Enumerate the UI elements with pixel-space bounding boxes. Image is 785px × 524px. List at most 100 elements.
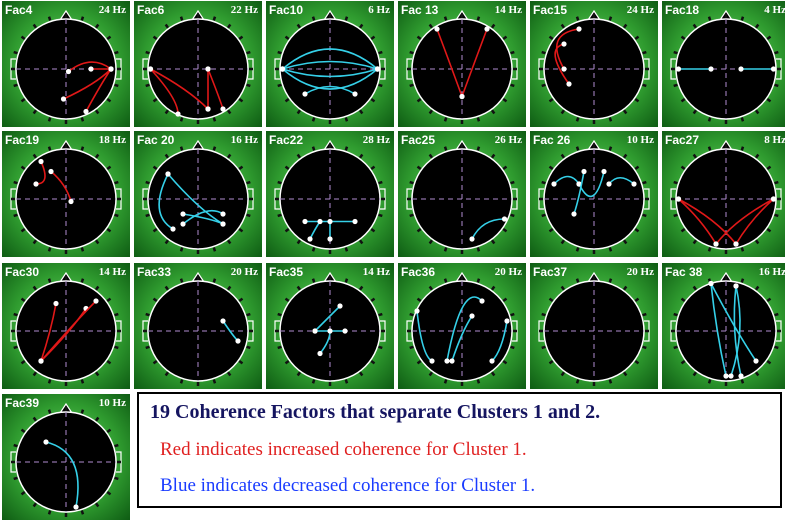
rim-tick [296,371,302,377]
frequency-label: 8 Hz [764,134,785,146]
rim-tick [378,345,383,350]
electrode [312,328,318,334]
electrode [60,96,67,102]
rim-tick [47,146,52,151]
rim-tick [284,97,290,103]
electrode [561,66,567,72]
rim-tick [378,312,383,317]
rim-tick [358,371,364,377]
rim-tick [145,345,150,350]
electrode [73,504,79,510]
rim-tick [296,285,302,291]
rim-tick [212,117,217,122]
rim-tick [358,109,364,115]
rim-tick [32,502,38,508]
rim-tick [541,213,546,218]
electrode [770,196,777,202]
connection [677,198,717,245]
connection [158,173,174,230]
frequency-label: 16 Hz [759,266,785,278]
rim-tick [277,213,282,218]
electrode [449,358,455,364]
rim-tick [47,16,52,21]
frequency-label: 14 Hz [99,266,126,278]
rim-tick [344,379,349,384]
rim-tick [311,247,316,252]
electrode [631,181,637,187]
rim-tick [608,247,613,252]
rim-tick [510,180,515,185]
rim-tick [358,285,364,291]
rim-tick [560,23,566,29]
caption-blue: Blue indicates decreased coherence for C… [160,475,535,496]
rim-tick [754,109,760,115]
rim-tick [774,345,779,350]
rim-tick [94,109,100,115]
rim-tick [634,359,640,365]
rim-tick [32,23,38,29]
rim-tick [13,312,18,317]
rim-tick [32,285,38,291]
head-panel: Fac25 26 Hz [398,131,526,257]
rim-tick [575,117,580,122]
connection [40,300,97,362]
rim-tick [608,117,613,122]
electrode [205,66,211,72]
electrode [469,313,475,319]
head-panel: Fac27 8 Hz [662,131,785,257]
rim-tick [622,285,628,291]
rim-tick [642,213,647,218]
rim-tick [20,297,26,303]
connection [150,68,209,110]
rim-tick [443,278,448,283]
electrode [459,93,465,100]
rim-tick [80,146,85,151]
rim-tick [106,359,112,365]
electrode [753,358,759,364]
rim-tick [226,109,232,115]
rim-tick [277,50,282,55]
factor-label: Fac4 [5,3,33,17]
rim-tick [246,50,251,55]
electrode [220,318,226,324]
rim-tick [416,297,422,303]
rim-tick [145,213,150,218]
electrode [93,298,99,304]
rim-tick [226,285,232,291]
rim-tick [541,312,546,317]
electrode [108,66,114,72]
head-panel: Fac18 4 Hz [662,1,785,127]
electrode [352,91,358,97]
rim-tick [608,16,613,21]
rim-tick [510,312,515,317]
rim-tick [416,359,422,365]
rim-tick [673,213,678,218]
electrode [733,283,739,289]
electrode [770,66,777,72]
connection [573,171,585,215]
rim-tick [152,35,158,41]
factor-label: Fac25 [401,133,435,147]
rim-tick [548,97,554,103]
electrode [220,106,226,112]
factor-label: Fac39 [5,396,39,410]
connection [678,198,737,245]
rim-tick [428,23,434,29]
rim-tick [541,83,546,88]
rim-tick [754,285,760,291]
rim-tick [164,239,170,245]
rim-tick [20,359,26,365]
rim-tick [476,146,481,151]
connection [167,173,224,225]
connection [50,170,72,202]
caption-red: Red indicates increased coherence for Cl… [160,439,527,460]
rim-tick [622,23,628,29]
rim-tick [114,180,119,185]
connection [304,85,356,95]
electrode [327,236,333,242]
rim-tick [226,23,232,29]
rim-tick [145,180,150,185]
electrode [235,338,241,344]
electrode [88,66,94,72]
rim-tick [428,371,434,377]
